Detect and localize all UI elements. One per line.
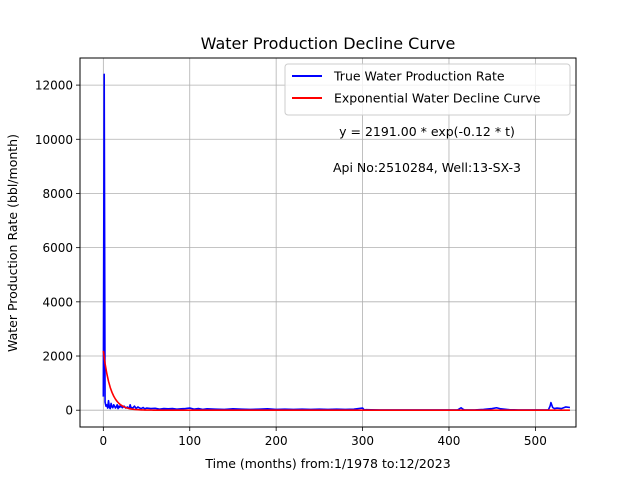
y-tick-label: 4000 (42, 295, 73, 309)
y-axis-ticks: 0 2000 4000 6000 8000 10000 12000 (35, 79, 80, 418)
fit-equation-annotation: y = 2191.00 * exp(-0.12 * t) (339, 124, 515, 139)
y-tick-label: 12000 (35, 79, 73, 93)
x-tick-label: 100 (178, 434, 201, 448)
plot-frame (79, 57, 577, 428)
y-tick-label: 8000 (42, 187, 73, 201)
chart-title: Water Production Decline Curve (201, 34, 456, 53)
x-tick-label: 400 (438, 434, 461, 448)
x-tick-label: 500 (524, 434, 547, 448)
series-true-water-production-rate (102, 73, 571, 411)
y-axis-label: Water Production Rate (bbl/month) (5, 134, 20, 352)
legend-label-decline-curve: Exponential Water Decline Curve (334, 91, 541, 106)
legend-box (284, 63, 571, 116)
y-tick-label: 10000 (35, 133, 73, 147)
series-exponential-water-decline-curve (102, 350, 570, 412)
x-tick-label: 300 (351, 434, 374, 448)
legend: True Water Production Rate Exponential W… (284, 63, 571, 116)
series-layer (102, 73, 571, 412)
x-tick-label: 200 (265, 434, 288, 448)
well-info-annotation: Api No:2510284, Well:13-SX-3 (333, 160, 521, 175)
x-axis-ticks: 0 100 200 300 400 500 (100, 427, 547, 448)
y-tick-label: 0 (65, 404, 73, 418)
y-tick-label: 6000 (42, 241, 73, 255)
x-axis-label: Time (months) from:1/1978 to:12/2023 (204, 456, 450, 471)
x-tick-label: 0 (100, 434, 108, 448)
gridlines (80, 58, 576, 427)
y-tick-label: 2000 (42, 350, 73, 364)
legend-label-true-rate: True Water Production Rate (333, 69, 505, 84)
